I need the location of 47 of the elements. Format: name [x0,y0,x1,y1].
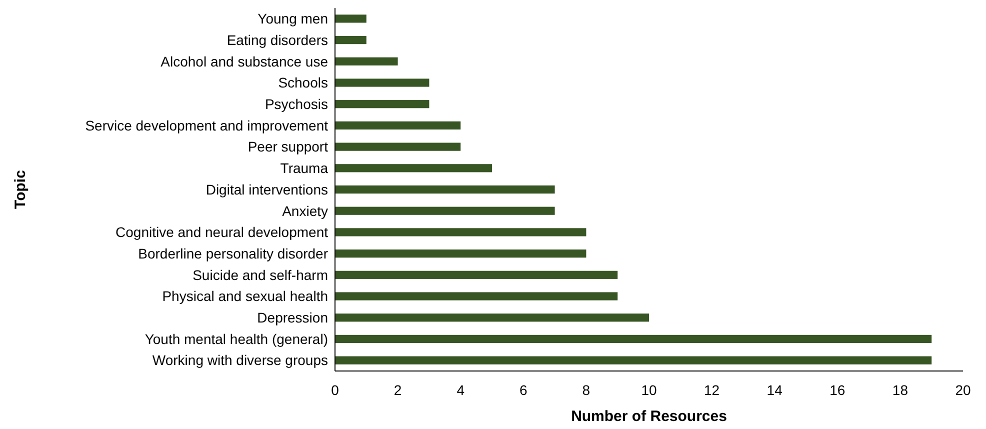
bar [335,185,555,194]
bar [335,228,586,236]
bar [335,57,398,66]
bar [335,292,618,300]
y-tick-label: Suicide and self-harm [192,266,328,283]
y-tick-label: Anxiety [282,202,328,219]
y-tick-label: Trauma [280,160,328,176]
bar [335,36,366,44]
bar [335,314,649,322]
y-tick-label: Digital interventions [206,181,328,198]
y-tick-label: Peer support [248,138,328,155]
y-tick-label: Young men [258,10,328,27]
x-axis-title: Number of Resources [571,408,727,425]
x-tick-label: 8 [582,382,590,398]
x-tick-label: 14 [766,382,783,398]
x-tick-label: 16 [830,382,846,398]
y-tick-label: Eating disorders [226,32,328,48]
bar [335,334,932,344]
y-tick-label: Depression [257,310,328,326]
x-tick-label: 12 [704,382,720,398]
x-tick-label: 6 [520,382,528,398]
y-tick-label: Psychosis [264,96,328,112]
x-tick-label: 10 [641,382,657,398]
x-tick-label: 4 [456,382,465,398]
y-tick-label: Youth mental health (general) [144,330,328,347]
bar [335,206,555,215]
y-axis-title: Topic [12,170,29,209]
bar [335,14,366,23]
y-tick-label: Cognitive and neural development [116,224,328,240]
y-tick-label: Schools [278,74,328,91]
y-tick-label: Service development and improvement [85,117,328,134]
x-tick-label: 18 [892,382,908,398]
y-tick-label: Borderline personality disorder [138,245,328,262]
bar [335,250,586,258]
x-tick-label: 20 [955,382,971,398]
bar [335,164,492,172]
y-tick-label: Alcohol and substance use [160,53,328,70]
bar [335,78,430,87]
bar [335,356,932,364]
x-tick-label: 0 [331,382,340,398]
bar [335,121,461,130]
x-tick-label: 2 [394,382,402,398]
y-tick-label: Physical and sexual health [162,288,328,304]
bar [335,100,430,108]
bar [335,270,618,279]
bar [335,142,461,151]
y-tick-label: Working with diverse groups [152,352,328,368]
